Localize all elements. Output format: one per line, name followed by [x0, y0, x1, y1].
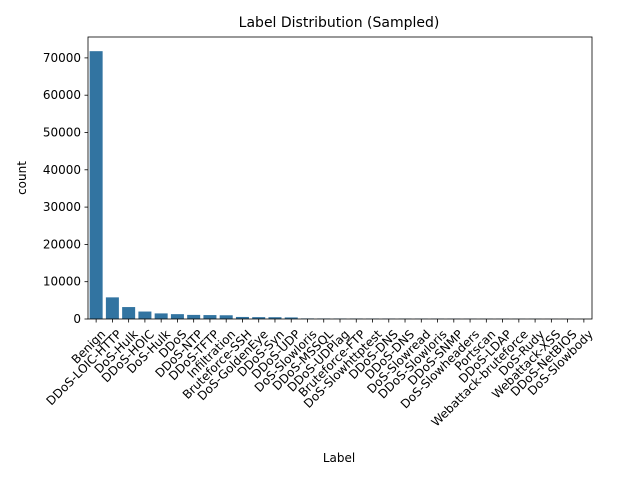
y-tick-label: 40000 — [43, 163, 81, 177]
plot-frame — [87, 36, 593, 320]
bar-7 — [203, 315, 217, 319]
y-tick-label: 10000 — [43, 275, 81, 289]
bar-2 — [122, 307, 136, 319]
y-tick-label: 70000 — [43, 51, 81, 65]
y-axis-label: count — [15, 161, 29, 195]
x-axis-ticks: BenignDDoS-LOIC-HTTPDoS-HulkDDoS-HOICDoS… — [44, 319, 596, 429]
bar-5 — [170, 314, 184, 319]
bar-9 — [235, 316, 249, 319]
bar-11 — [268, 317, 282, 319]
y-tick-label: 30000 — [43, 200, 81, 214]
chart-title: Label Distribution (Sampled) — [239, 15, 440, 31]
bar-10 — [252, 317, 266, 319]
bar-4 — [154, 313, 168, 319]
bar-1 — [105, 297, 119, 319]
bar-8 — [219, 315, 233, 319]
x-axis-label: Label — [323, 451, 355, 465]
bar-0 — [89, 51, 103, 320]
y-tick-label: 0 — [73, 312, 81, 326]
y-tick-label: 50000 — [43, 125, 81, 139]
y-tick-label: 60000 — [43, 88, 81, 102]
bar-6 — [187, 314, 201, 319]
bar-12 — [284, 317, 298, 319]
bars-group — [89, 51, 591, 320]
bar-3 — [138, 311, 152, 319]
y-axis-ticks: 0 10000 20000 30000 40000 50000 60000 70000 — [43, 51, 88, 326]
y-tick-label: 20000 — [43, 237, 81, 251]
